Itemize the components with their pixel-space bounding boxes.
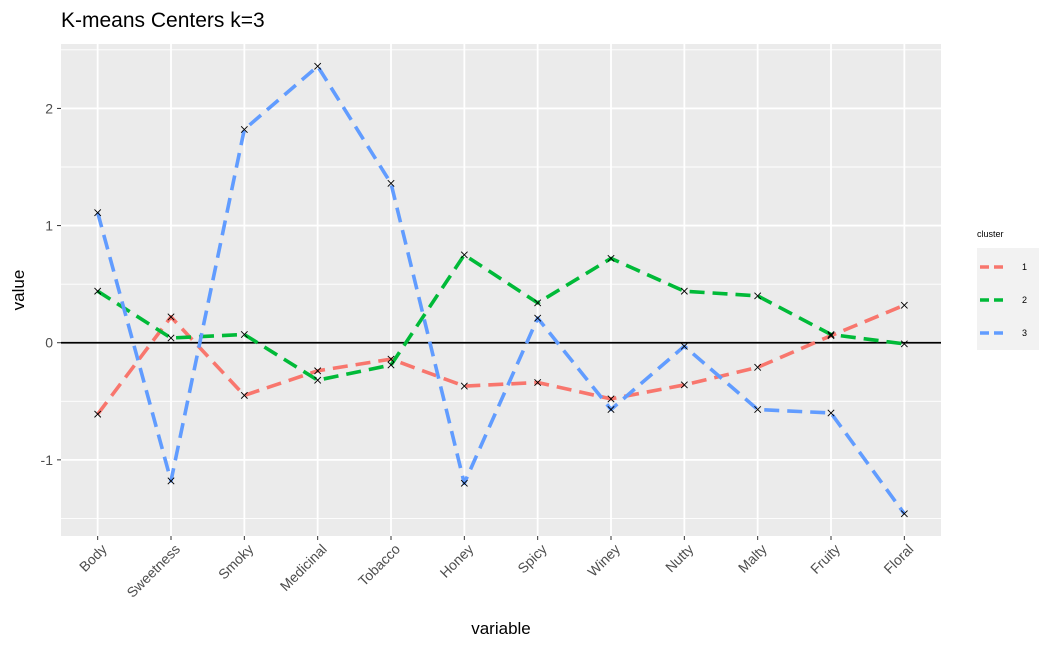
legend-label-1: 1 xyxy=(1022,262,1027,272)
data-point xyxy=(387,355,395,363)
y-tick-label: -1 xyxy=(41,452,54,468)
x-tick-label: Fruity xyxy=(807,541,843,577)
points-layer xyxy=(94,62,908,518)
x-tick-label: Body xyxy=(76,541,110,575)
series-line-3 xyxy=(95,64,906,515)
data-point xyxy=(240,330,248,339)
data-point xyxy=(754,405,762,414)
chart-title: K-means Centers k=3 xyxy=(61,9,265,32)
grid-major xyxy=(61,44,941,536)
x-tick-label: Sweetness xyxy=(123,541,183,601)
data-point xyxy=(387,179,395,187)
data-point xyxy=(94,209,102,217)
data-point xyxy=(754,292,762,300)
data-point xyxy=(680,381,688,389)
series-layer xyxy=(95,64,906,515)
data-point xyxy=(534,379,542,387)
legend-title: cluster xyxy=(977,229,1004,239)
data-point xyxy=(240,391,248,399)
data-point xyxy=(314,62,322,70)
series-line-2 xyxy=(96,253,905,383)
data-point xyxy=(534,314,542,322)
data-point xyxy=(387,361,395,369)
x-axis: Body Sweetness Smoky Medicinal Tobacco Honey S… xyxy=(76,536,916,601)
legend-label-3: 3 xyxy=(1022,328,1027,338)
data-point xyxy=(460,479,468,487)
y-tick-label: 1 xyxy=(45,218,53,234)
y-tick-label: 2 xyxy=(45,100,53,116)
x-tick-label: Medicinal xyxy=(277,541,330,594)
data-point xyxy=(240,125,248,134)
x-tick-label: Tobacco xyxy=(355,541,403,589)
data-point xyxy=(607,254,615,262)
x-tick-label: Malty xyxy=(735,541,770,576)
data-point xyxy=(607,395,615,403)
y-tick-label: 0 xyxy=(45,335,53,351)
data-point xyxy=(314,376,322,384)
y-axis: -1 0 1 2 xyxy=(41,100,61,468)
data-point xyxy=(607,405,615,414)
data-point xyxy=(900,301,908,309)
data-point xyxy=(827,330,835,339)
legend-label-2: 2 xyxy=(1022,295,1027,305)
data-point xyxy=(680,342,688,350)
data-point xyxy=(314,367,322,375)
x-tick-label: Floral xyxy=(880,541,916,577)
plot-panel xyxy=(61,44,941,536)
x-tick-label: Nutty xyxy=(662,541,696,575)
data-point xyxy=(167,334,175,342)
y-axis-title: value xyxy=(9,270,28,311)
data-point xyxy=(827,332,835,340)
data-point xyxy=(754,363,762,371)
data-point xyxy=(534,299,542,307)
x-tick-label: Honey xyxy=(437,541,477,581)
legend: cluster 1 2 3 xyxy=(977,229,1039,350)
data-point xyxy=(94,410,102,418)
grid-minor xyxy=(61,49,941,519)
x-tick-label: Spicy xyxy=(514,541,550,577)
x-tick-label: Winey xyxy=(584,541,623,580)
series-line-1 xyxy=(96,303,905,416)
x-axis-title: variable xyxy=(471,619,531,638)
data-point xyxy=(680,287,688,295)
data-point xyxy=(167,313,175,321)
data-point xyxy=(460,251,468,259)
data-point xyxy=(167,477,175,485)
data-point xyxy=(460,382,468,390)
data-point xyxy=(900,340,908,348)
x-tick-label: Smoky xyxy=(215,541,257,583)
data-point xyxy=(827,409,835,417)
data-point xyxy=(94,287,102,295)
data-point xyxy=(900,510,908,518)
